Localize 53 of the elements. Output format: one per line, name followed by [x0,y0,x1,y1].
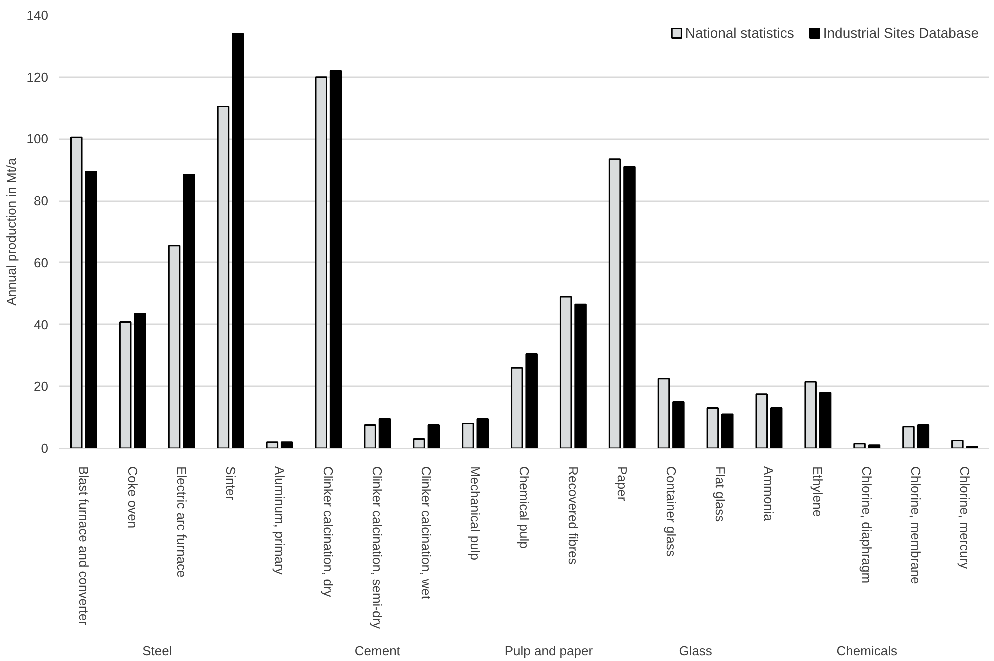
bar [917,424,930,448]
y-tick-label: 40 [34,317,49,332]
y-tick-label: 0 [41,441,49,456]
bar [232,33,244,448]
x-tick-label: Coke oven [125,466,140,529]
y-axis-title: Annual production in Mt/a [4,158,19,306]
bar [476,418,490,448]
x-tick-label: Ammonia [762,466,777,522]
x-tick-label: Clinker calcination, semi-dry [370,466,386,630]
x-tick-label: Container glass [664,466,679,558]
bar [183,174,196,448]
bar [280,442,294,448]
bar [134,313,146,448]
x-tick-label: Mechanical pulp [468,466,484,560]
x-tick-label: Ethylene [810,466,826,518]
text: Chemicals [836,644,898,658]
y-tick-label: 80 [34,194,49,209]
text: Cement [354,644,401,658]
x-tick-label: Blast furnace and converter [76,466,92,626]
bar [574,304,587,448]
x-tick-label: Flat glass [712,466,728,523]
bar [819,392,832,448]
bar [526,353,538,448]
bar [330,70,342,448]
legend-label: National statistics [685,25,794,41]
bar [428,424,440,448]
x-tick-label: Chemical pulp [517,466,532,549]
y-tick-label: 120 [26,70,49,85]
legend-label: Industrial Sites Database [823,25,979,41]
bar [378,418,392,448]
x-tick-label: Electric arc furnace [174,466,190,578]
x-tick-label: Recovered fibres [566,466,581,566]
bar [868,444,881,448]
x-tick-label: Clinker calcination, wet [419,466,434,600]
text: Steel [142,644,172,658]
x-tick-label: Aluminum, primary [272,466,288,576]
text: Glass [679,644,713,658]
y-tick-label: 140 [26,8,49,23]
x-tick-label: Chlorine, mercury [958,466,973,570]
bar [85,170,98,448]
bar [721,414,734,448]
bar [672,401,685,448]
y-tick-label: 100 [26,132,49,147]
x-tick-label: Clinker calcination, dry [321,466,336,598]
x-tick-label: Sinter [223,466,238,502]
y-tick-label: 20 [34,379,49,394]
x-tick-label: Paper [614,466,630,502]
bar [770,408,783,448]
bar [624,166,636,448]
x-tick-label: Chlorine, diaphragm [860,466,875,584]
x-tick-label: Chlorine, membrane [908,466,924,584]
y-tick-label: 60 [34,255,49,270]
text: Pulp and paper [504,644,594,658]
